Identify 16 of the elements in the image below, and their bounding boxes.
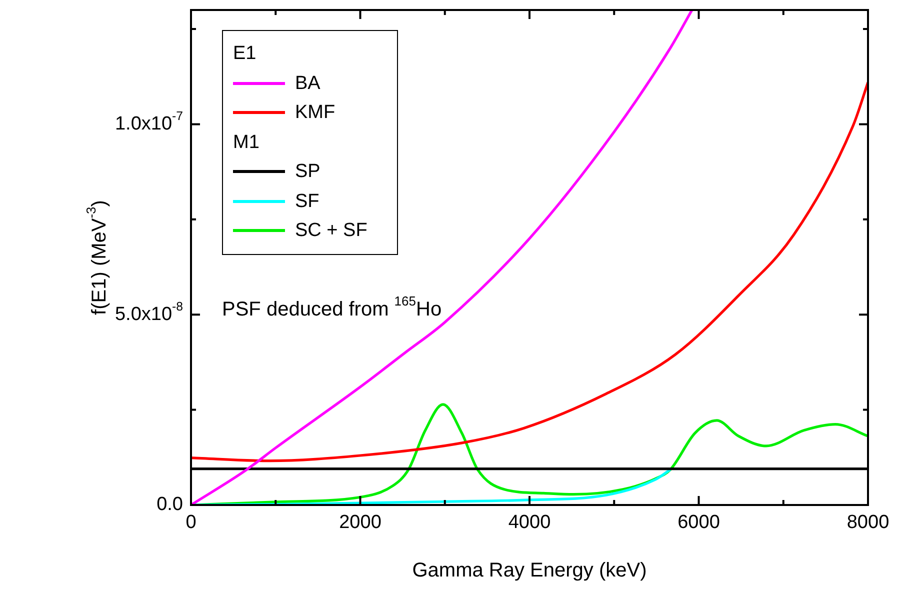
legend-label: KMF (295, 101, 336, 125)
x-tick-label: 2000 (339, 512, 382, 534)
x-tick-label: 4000 (508, 512, 551, 534)
legend-label: SP (295, 160, 320, 184)
x-tick-label: 8000 (846, 512, 890, 534)
legend-label: SF (295, 190, 320, 214)
legend-label: SC + SF (295, 219, 368, 243)
annotation: E1 (233, 42, 258, 66)
x-tick-label: 6000 (678, 512, 720, 534)
annotation: M1 (233, 130, 260, 154)
y-axis-title: f(E1) (MeV-3) (84, 200, 111, 315)
line-series (191, 10, 694, 505)
y-tick-label: 0.0 (156, 494, 184, 516)
legend-label: BA (295, 72, 320, 96)
x-tick-label: 0 (186, 512, 196, 534)
x-axis-title: Gamma Ray Energy (keV) (412, 560, 647, 582)
